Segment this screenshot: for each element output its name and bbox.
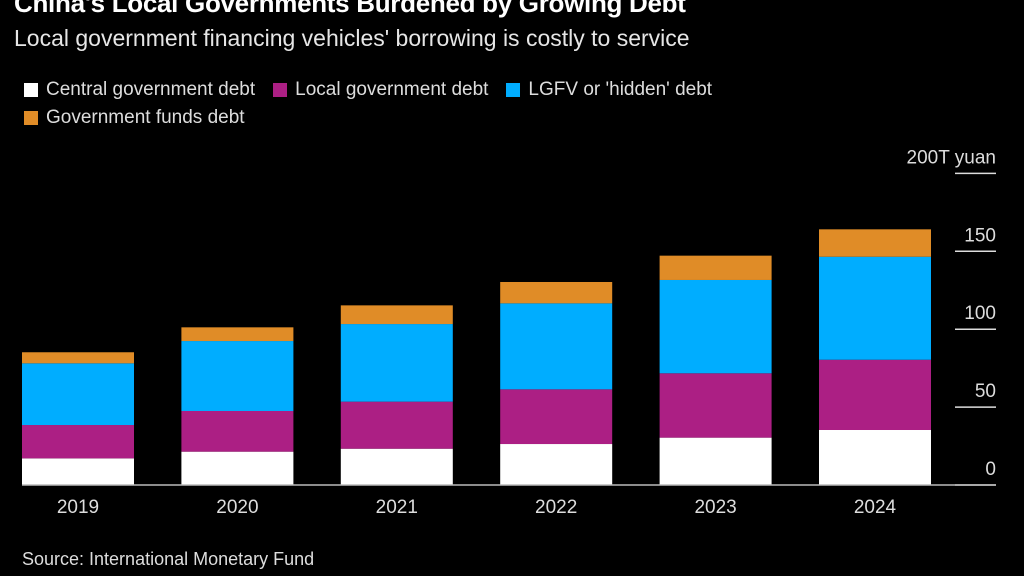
- y-tick-label: 0: [985, 459, 996, 480]
- bar-segment: [22, 352, 134, 364]
- bar-segment: [340, 324, 453, 402]
- bar-segment: [659, 437, 772, 485]
- source-note: Source: International Monetary Fund: [22, 549, 315, 569]
- legend-item: Local government debt: [273, 76, 488, 104]
- legend-swatch: [24, 111, 38, 125]
- x-tick-label: 2020: [216, 497, 258, 518]
- bar-segment: [340, 305, 453, 325]
- bar-segment: [500, 303, 613, 390]
- x-tick-label: 2021: [376, 497, 418, 518]
- y-tick-label: 200T yuan: [907, 147, 996, 168]
- bar-segment: [659, 279, 772, 374]
- bar-segment: [500, 444, 613, 485]
- chart-title: China's Local Governments Burdened by Gr…: [14, 0, 686, 18]
- x-tick-label: 2023: [694, 497, 736, 518]
- y-tick-label: 50: [975, 381, 996, 402]
- bar-segment: [500, 281, 613, 304]
- bar-segment: [500, 389, 613, 445]
- bar-segment: [659, 255, 772, 280]
- legend-item: Central government debt: [24, 76, 255, 104]
- legend-item: LGFV or 'hidden' debt: [506, 76, 712, 104]
- x-tick-label: 2024: [854, 497, 897, 518]
- bar-segment: [819, 430, 931, 485]
- y-tick-label: 100: [964, 303, 996, 324]
- legend-label: Government funds debt: [46, 107, 245, 128]
- bar-segment: [819, 256, 931, 360]
- legend-item: Government funds debt: [24, 104, 245, 132]
- bar-segment: [340, 448, 453, 485]
- bar-segment: [181, 451, 294, 485]
- bar-segment: [659, 373, 772, 438]
- bar-segment: [819, 359, 931, 431]
- x-tick-label: 2022: [535, 497, 577, 518]
- legend-label: LGFV or 'hidden' debt: [528, 79, 713, 100]
- y-tick-label: 150: [964, 225, 996, 246]
- bar-segment: [340, 401, 453, 449]
- bar-segment: [181, 341, 294, 411]
- legend-swatch: [273, 83, 288, 97]
- legend: Central government debt Local government …: [24, 76, 924, 132]
- legend-swatch: [24, 83, 38, 97]
- bar-segment: [819, 229, 931, 257]
- x-tick-label: 2019: [57, 497, 99, 518]
- chart-subtitle: Local government financing vehicles' bor…: [14, 25, 690, 51]
- legend-label: Central government debt: [46, 79, 256, 100]
- bar-segment: [22, 458, 134, 485]
- bar-segment: [22, 425, 134, 459]
- legend-swatch: [506, 83, 521, 97]
- bar-segment: [181, 327, 294, 342]
- bar-segment: [22, 363, 134, 426]
- legend-label: Local government debt: [295, 79, 489, 100]
- bar-segment: [181, 410, 294, 452]
